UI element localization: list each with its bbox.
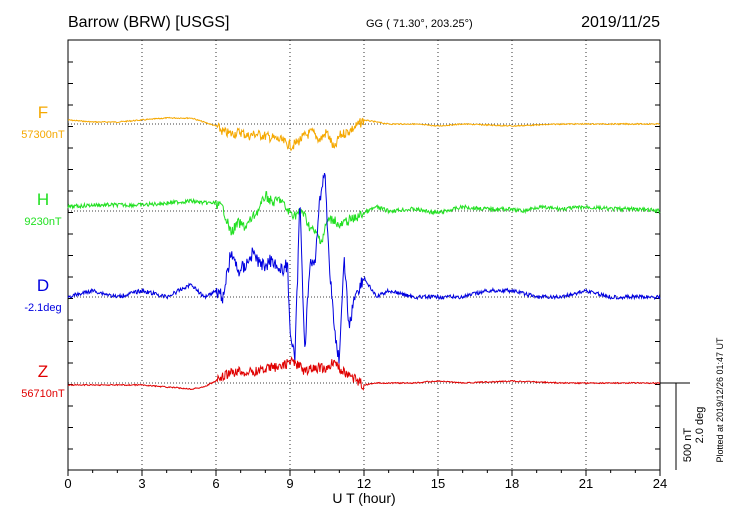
series-baseline-label-Z: 56710nT [21,388,65,400]
series-line-Z [67,356,661,391]
date-label: 2019/11/25 [581,14,660,31]
x-tick-label-15: 15 [431,476,445,491]
scale-nt-label: 500 nT [682,428,694,463]
series-line-F [67,116,661,152]
x-tick-label-18: 18 [505,476,519,491]
x-tick-label-21: 21 [579,476,593,491]
series-layer [67,116,661,391]
series-baseline-label-D: -2.1deg [24,302,61,314]
series-labels: F 57300nT H 9230nT D -2.1deg Z 56710nT [21,103,65,400]
axis-ticks: 0 3 6 9 12 15 18 21 24 [64,61,667,491]
grid-lines [68,40,660,470]
series-name-F: F [38,103,48,122]
station-title: Barrow (BRW) [USGS] [68,14,230,31]
x-tick-label-24: 24 [653,476,667,491]
series-name-D: D [37,276,49,295]
x-tick-label-9: 9 [286,476,293,491]
x-tick-label-3: 3 [138,476,145,491]
x-axis-label: U T (hour) [332,490,395,506]
series-name-Z: Z [38,362,48,381]
series-line-D [67,172,661,364]
coordinates-label: GG ( 71.30°, 203.25°) [366,18,473,30]
scale-deg-label: 2.0 deg [694,407,706,444]
x-tick-label-12: 12 [357,476,371,491]
series-baseline-label-F: 57300nT [21,129,65,141]
series-baseline-label-H: 9230nT [24,216,62,228]
x-tick-label-6: 6 [212,476,219,491]
series-line-H [67,191,661,245]
series-name-H: H [37,190,49,209]
plotted-at-label: Plotted at 2019/12/26 01:47 UT [715,337,725,463]
x-tick-label-0: 0 [64,476,71,491]
